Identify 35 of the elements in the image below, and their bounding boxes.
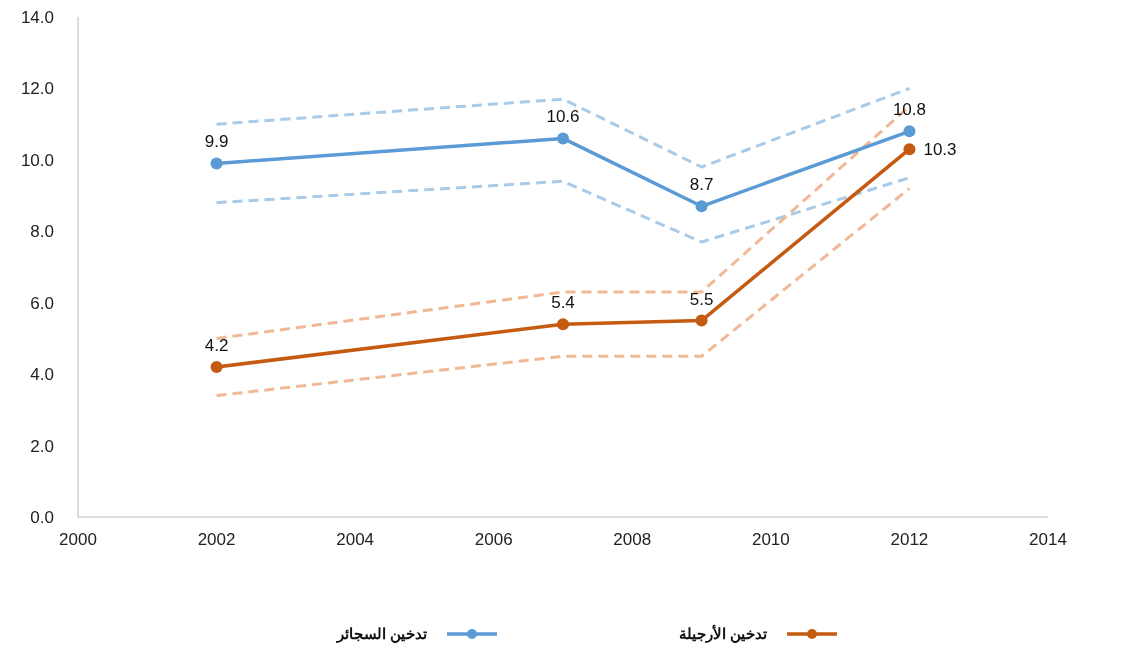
x-tick-label: 2006 xyxy=(474,530,513,549)
y-tick-label: 12.0 xyxy=(20,79,54,99)
data-label: 10.3 xyxy=(923,140,957,160)
point xyxy=(210,361,223,373)
x-tick-label: 2010 xyxy=(751,530,790,549)
data-label: 5.4 xyxy=(551,293,575,313)
x-tick-label: 2014 xyxy=(1029,530,1067,549)
x-tick-label: 2004 xyxy=(336,530,375,549)
point xyxy=(695,200,708,213)
point xyxy=(903,143,916,156)
data-label: 8.7 xyxy=(689,175,714,195)
data-label: 5.5 xyxy=(689,289,714,309)
point xyxy=(695,314,708,327)
line-series xyxy=(215,176,911,244)
data-label: 4.2 xyxy=(204,336,229,355)
legend-label: تدخين الأرجيلة xyxy=(678,624,767,643)
x-tick-label: 2002 xyxy=(197,530,236,549)
y-tick-label: 0.0 xyxy=(30,508,54,527)
data-label: 10.6 xyxy=(546,107,580,127)
point xyxy=(903,125,916,138)
point xyxy=(557,132,569,145)
x-tick-label: 2012 xyxy=(890,530,929,549)
y-tick-label: 4.0 xyxy=(30,365,54,385)
legend-label: تدخين السجائر xyxy=(335,625,427,643)
data-label: 9.9 xyxy=(204,132,229,152)
x-tick-label: 2000 xyxy=(59,530,97,549)
point xyxy=(210,157,223,170)
y-tick-label: 6.0 xyxy=(30,293,54,313)
y-tick-label: 8.0 xyxy=(30,222,54,242)
y-tick-label: 10.0 xyxy=(20,150,54,170)
x-tick-label: 2008 xyxy=(613,530,652,549)
data-label: 10.8 xyxy=(892,100,926,120)
y-tick-label: 14.0 xyxy=(20,8,54,27)
y-tick-label: 2.0 xyxy=(30,436,54,456)
point xyxy=(557,318,569,331)
